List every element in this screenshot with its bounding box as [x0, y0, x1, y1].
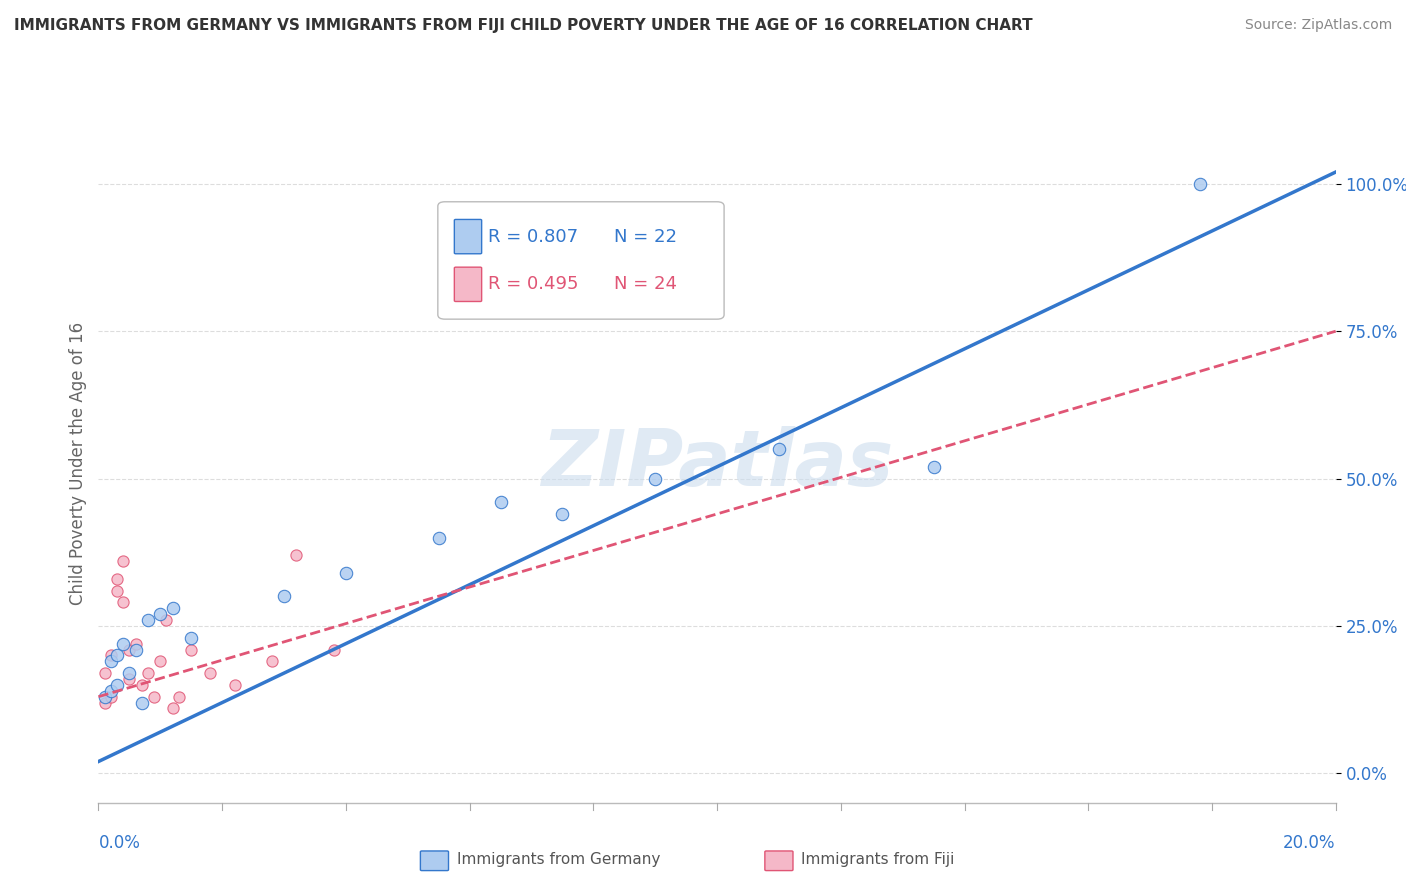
Point — [118, 642, 141, 657]
Point — [143, 690, 166, 704]
Text: IMMIGRANTS FROM GERMANY VS IMMIGRANTS FROM FIJI CHILD POVERTY UNDER THE AGE OF 1: IMMIGRANTS FROM GERMANY VS IMMIGRANTS FR… — [14, 18, 1032, 33]
Point — [124, 642, 146, 657]
Point — [167, 690, 190, 704]
Point — [335, 566, 357, 580]
Point — [105, 648, 128, 663]
Point — [180, 631, 202, 645]
Point — [149, 654, 172, 668]
Text: Immigrants from Germany: Immigrants from Germany — [457, 853, 661, 867]
Point — [105, 678, 128, 692]
Point — [322, 642, 344, 657]
Point — [260, 654, 283, 668]
Point — [285, 548, 308, 562]
Point — [427, 531, 450, 545]
Point — [768, 442, 790, 456]
Point — [100, 690, 122, 704]
Point — [100, 683, 122, 698]
Point — [93, 666, 115, 681]
Text: R = 0.807: R = 0.807 — [488, 227, 578, 245]
Point — [551, 507, 574, 521]
Point — [644, 472, 666, 486]
Point — [149, 607, 172, 622]
Point — [155, 613, 177, 627]
Point — [112, 637, 135, 651]
Point — [112, 595, 135, 609]
Point — [93, 696, 115, 710]
Point — [136, 613, 159, 627]
Point — [136, 666, 159, 681]
Text: 0.0%: 0.0% — [98, 834, 141, 852]
Point — [198, 666, 221, 681]
Point — [93, 690, 115, 704]
Text: N = 24: N = 24 — [613, 276, 676, 293]
Text: R = 0.495: R = 0.495 — [488, 276, 579, 293]
Point — [162, 701, 184, 715]
Point — [105, 583, 128, 598]
Point — [224, 678, 246, 692]
Text: ZIPatlas: ZIPatlas — [541, 425, 893, 502]
Point — [118, 672, 141, 686]
Point — [273, 590, 295, 604]
Point — [922, 459, 945, 474]
Point — [100, 648, 122, 663]
Point — [180, 642, 202, 657]
Text: 20.0%: 20.0% — [1284, 834, 1336, 852]
Point — [131, 696, 153, 710]
Text: Immigrants from Fiji: Immigrants from Fiji — [801, 853, 955, 867]
Point — [489, 495, 512, 509]
Point — [105, 572, 128, 586]
Y-axis label: Child Poverty Under the Age of 16: Child Poverty Under the Age of 16 — [69, 322, 87, 606]
Point — [131, 678, 153, 692]
Text: N = 22: N = 22 — [613, 227, 676, 245]
Point — [162, 601, 184, 615]
Point — [124, 637, 146, 651]
Text: Source: ZipAtlas.com: Source: ZipAtlas.com — [1244, 18, 1392, 32]
Point — [100, 654, 122, 668]
Point — [1188, 177, 1211, 191]
Point — [118, 666, 141, 681]
Point — [112, 554, 135, 568]
